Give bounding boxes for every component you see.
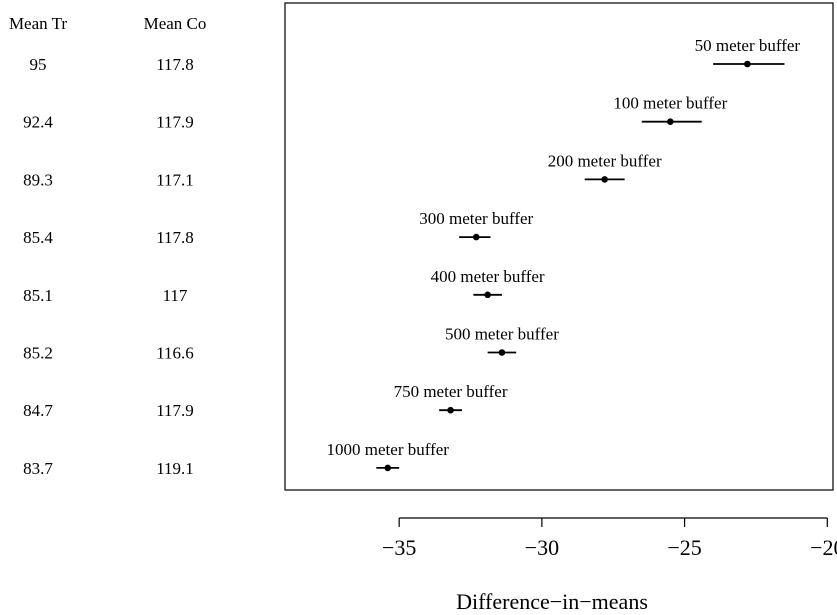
point-label: 750 meter buffer	[394, 382, 508, 401]
point-label: 400 meter buffer	[431, 267, 545, 286]
x-tick-label: −30	[525, 535, 559, 560]
estimate-point	[384, 464, 392, 472]
table-cell-mean-co: 117.8	[156, 55, 194, 74]
point-label: 300 meter buffer	[419, 209, 533, 228]
table-cell-mean-co: 116.6	[156, 344, 194, 363]
estimate-point	[484, 291, 491, 299]
means-table: Mean Tr Mean Co 95 117.8 92.4 117.9 89.3 117.…	[9, 14, 206, 478]
table-cell-mean-tr: 89.3	[23, 170, 53, 189]
table-cell-mean-tr: 83.7	[23, 459, 53, 478]
x-tick-label: −25	[667, 535, 701, 560]
plot-marks: 50 meter buffer 100 meter buffer 200 meter…	[327, 36, 801, 472]
table-cell-mean-co: 117.8	[156, 228, 194, 247]
x-tick-label: −20	[810, 535, 837, 560]
point-label: 200 meter buffer	[548, 151, 662, 170]
x-tick-label: −35	[382, 535, 416, 560]
table-cell-mean-co: 119.1	[156, 459, 194, 478]
header-mean-tr: Mean Tr	[9, 14, 67, 33]
header-mean-co: Mean Co	[144, 14, 207, 33]
estimate-point	[667, 118, 674, 125]
estimate-point	[601, 176, 608, 183]
point-label: 50 meter buffer	[695, 36, 801, 55]
point-label: 100 meter buffer	[613, 94, 727, 113]
estimate-point	[744, 60, 751, 68]
x-axis: −35 −30 −25 −20	[382, 517, 837, 560]
point-label: 500 meter buffer	[445, 325, 559, 344]
estimate-point	[498, 349, 506, 356]
table-cell-mean-co: 117.9	[156, 113, 194, 132]
table-cell-mean-tr: 85.2	[23, 344, 53, 363]
table-cell-mean-co: 117	[163, 286, 188, 305]
x-axis-label: Difference−in−means	[456, 589, 648, 614]
table-cell-mean-tr: 95	[30, 55, 47, 74]
table-cell-mean-tr: 85.4	[23, 228, 53, 247]
plot-frame	[284, 2, 834, 491]
table-cell-mean-tr: 84.7	[23, 401, 53, 420]
estimate-point	[447, 406, 454, 414]
table-cell-mean-tr: 92.4	[23, 113, 53, 132]
table-cell-mean-co: 117.1	[156, 170, 194, 189]
table-cell-mean-co: 117.9	[156, 401, 194, 420]
table-cell-mean-tr: 85.1	[23, 286, 53, 305]
estimate-point	[472, 233, 480, 241]
point-label: 1000 meter buffer	[327, 440, 450, 459]
